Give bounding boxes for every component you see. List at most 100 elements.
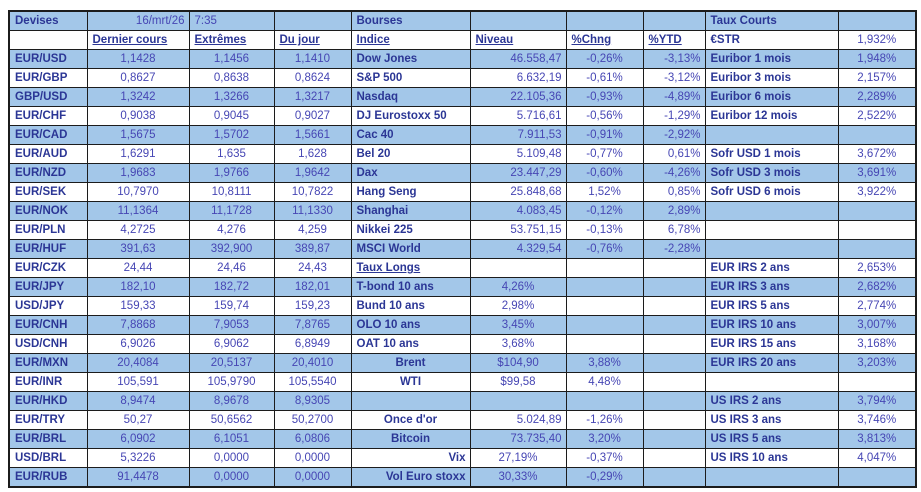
- empty-cell: [642, 10, 706, 31]
- niveau-cell: 5.109,48: [469, 144, 567, 164]
- rate-label: US IRS 3 ans: [704, 410, 839, 430]
- ytd-cell: -3,12%: [642, 68, 706, 88]
- rate-value-cell: 3,691%: [837, 163, 917, 183]
- table-row: EUR/GBP 0,8627 0,8638 0,8624 S&P 500 6.632,19…: [8, 68, 917, 88]
- last-price-cell: 7,8868: [86, 315, 190, 335]
- col-header-chng: %Chng: [565, 30, 644, 50]
- chng-cell: -0,26%: [565, 49, 644, 69]
- day-cell: 1,3217: [273, 87, 352, 107]
- extremes-cell: 1,3266: [188, 87, 275, 107]
- niveau-cell: 5.716,61: [469, 106, 567, 126]
- empty-cell: [642, 391, 706, 411]
- chng-cell: 1,52%: [565, 182, 644, 202]
- rate-value-cell: 3,203%: [837, 353, 917, 373]
- table-row: EUR/PLN 4,2725 4,276 4,259 Nikkei 225 53.751,…: [8, 220, 917, 240]
- niveau-cell: 5.024,89: [469, 410, 567, 430]
- table-row: EUR/RUB 91,4478 0,0000 0,0000 Vol Euro stoxx…: [8, 467, 917, 488]
- market-table: Devises 16/mrt/26 7:35 Bourses Taux Cour…: [8, 10, 917, 488]
- last-price-cell: 24,44: [86, 258, 190, 278]
- rate-label: EUR IRS 20 ans: [704, 353, 839, 373]
- niveau-cell: 23.447,29: [469, 163, 567, 183]
- ytd-cell: -2,92%: [642, 125, 706, 145]
- last-price-cell: 1,6291: [86, 144, 190, 164]
- table-row: EUR/CHF 0,9038 0,9045 0,9027 DJ Eurostoxx 50…: [8, 106, 917, 126]
- last-price-cell: 20,4084: [86, 353, 190, 373]
- ytd-cell: -3,13%: [642, 49, 706, 69]
- empty-cell: [642, 277, 706, 297]
- niveau-cell: 22.105,36: [469, 87, 567, 107]
- empty-cell: [837, 125, 917, 145]
- table-row: EUR/CAD 1,5675 1,5702 1,5661 Cac 40 7.911,53-…: [8, 125, 917, 145]
- currency-pair-label: EUR/HUF: [8, 239, 88, 259]
- empty-cell: [704, 467, 839, 488]
- ytd-cell: -4,89%: [642, 87, 706, 107]
- niveau-cell: 53.751,15: [469, 220, 567, 240]
- extremes-cell: 7,9053: [188, 315, 275, 335]
- indice-label: Nikkei 225: [350, 220, 471, 240]
- indice-label: Cac 40: [350, 125, 471, 145]
- empty-cell: [642, 334, 706, 354]
- indice-label: OAT 10 ans: [350, 334, 471, 354]
- rate-label: Sofr USD 3 mois: [704, 163, 839, 183]
- currency-pair-label: EUR/AUD: [8, 144, 88, 164]
- niveau-cell: 6.632,19: [469, 68, 567, 88]
- indice-label: Bund 10 ans: [350, 296, 471, 316]
- last-price-cell: 6,0902: [86, 429, 190, 449]
- day-cell: 4,259: [273, 220, 352, 240]
- table-row: EUR/AUD 1,6291 1,635 1,628 Bel 20 5.109,48 -0,…: [8, 144, 917, 164]
- empty-cell: [642, 467, 706, 488]
- empty-cell: [565, 315, 644, 335]
- indice-label: Shanghai: [350, 201, 471, 221]
- niveau-cell: 4.329,54: [469, 239, 567, 259]
- niveau-cell: 46.558,47: [469, 49, 567, 69]
- table-row: EUR/BRL 6,0902 6,1051 6,0806 Bitcoin 73.735,4…: [8, 429, 917, 449]
- empty-cell: [642, 353, 706, 373]
- empty-cell: [565, 391, 644, 411]
- col-header-extremes: Extrêmes: [188, 30, 275, 50]
- chng-cell: -0,91%: [565, 125, 644, 145]
- rate-label: EUR IRS 10 ans: [704, 315, 839, 335]
- last-price-cell: 1,5675: [86, 125, 190, 145]
- extremes-cell: 20,5137: [188, 353, 275, 373]
- rate-value-cell: 2,653%: [837, 258, 917, 278]
- currency-pair-label: EUR/CZK: [8, 258, 88, 278]
- table-row: EUR/CNH 7,8868 7,9053 7,8765 OLO 10 ans 3,45%…: [8, 315, 917, 335]
- currency-pair-label: EUR/BRL: [8, 429, 88, 449]
- empty-cell: [8, 30, 88, 50]
- table-row: EUR/NOK 11,1364 11,1728 11,1330 Shanghai 4.08…: [8, 201, 917, 221]
- currency-pair-label: EUR/CAD: [8, 125, 88, 145]
- currency-pair-label: EUR/USD: [8, 49, 88, 69]
- rate-label: Euribor 12 mois: [704, 106, 839, 126]
- rate-label: Sofr USD 1 mois: [704, 144, 839, 164]
- last-price-cell: 6,9026: [86, 334, 190, 354]
- day-cell: 0,0000: [273, 448, 352, 468]
- empty-cell: [837, 201, 917, 221]
- extremes-cell: 0,8638: [188, 68, 275, 88]
- col-header-ytd: %YTD: [642, 30, 706, 50]
- empty-cell: [704, 201, 839, 221]
- empty-cell: [704, 372, 839, 392]
- chng-cell: -0,77%: [565, 144, 644, 164]
- day-cell: 0,8624: [273, 68, 352, 88]
- empty-cell: [837, 239, 917, 259]
- rate-value-cell: 1,948%: [837, 49, 917, 69]
- taux-courts-section-title: Taux Courts: [704, 10, 839, 31]
- last-price-cell: 8,9474: [86, 391, 190, 411]
- niveau-cell: 3,45%: [469, 315, 567, 335]
- extremes-cell: 159,74: [188, 296, 275, 316]
- empty-cell: [837, 10, 917, 31]
- section-title-row: Devises 16/mrt/26 7:35 Bourses Taux Cour…: [8, 10, 917, 31]
- niveau-cell: 27,19%: [469, 448, 567, 468]
- empty-cell: [837, 372, 917, 392]
- currency-pair-label: EUR/SEK: [8, 182, 88, 202]
- rate-value-cell: 2,289%: [837, 87, 917, 107]
- table-row: EUR/TRY 50,27 50,6562 50,2700 Once d'or 5.024…: [8, 410, 917, 430]
- ytd-cell: -1,29%: [642, 106, 706, 126]
- empty-cell: [704, 239, 839, 259]
- col-header-indice: Indice: [350, 30, 471, 50]
- chng-cell: -0,37%: [565, 448, 644, 468]
- rate-value-cell: 3,813%: [837, 429, 917, 449]
- day-cell: 0,0000: [273, 467, 352, 488]
- last-price-cell: 11,1364: [86, 201, 190, 221]
- table-row: EUR/JPY 182,10 182,72 182,01 T-bond 10 ans 4,…: [8, 277, 917, 297]
